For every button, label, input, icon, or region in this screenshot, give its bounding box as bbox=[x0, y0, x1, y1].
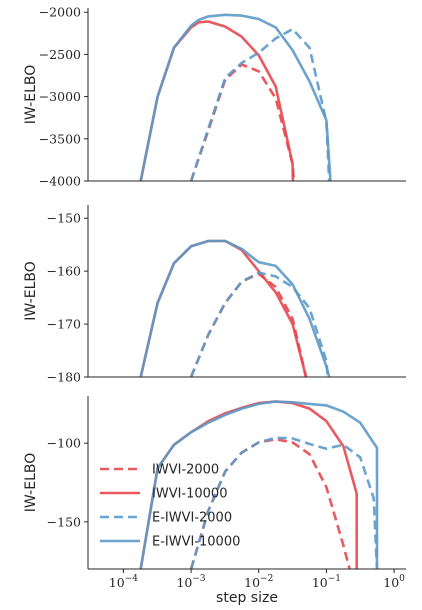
series-iwvi-2000 bbox=[189, 437, 351, 569]
series-iwvi-10000 bbox=[139, 20, 295, 181]
series-e-iwvi-10000 bbox=[139, 400, 379, 569]
series-iwvi-2000 bbox=[189, 63, 296, 181]
legend-label: IWVI-10000 bbox=[152, 487, 227, 502]
y-tick-label: −3000 bbox=[39, 89, 81, 104]
y-tick-label: −150 bbox=[47, 514, 81, 529]
plot-area bbox=[139, 400, 379, 569]
y-tick-label: −4000 bbox=[39, 174, 81, 189]
legend-label: IWVI-2000 bbox=[152, 463, 219, 478]
legend-label: E-IWVI-10000 bbox=[152, 535, 240, 550]
series-e-iwvi-10000 bbox=[139, 13, 332, 181]
panel-top: −2000 −2500 −3000 −3500 −4000 IW-ELBO bbox=[23, 5, 406, 189]
legend: IWVI-2000 IWVI-10000 E-IWVI-2000 E-IWVI-100… bbox=[100, 463, 240, 550]
x-tick-label: 10−1 bbox=[312, 574, 341, 590]
y-tick-label: −3500 bbox=[39, 131, 81, 146]
y-tick-label: −100 bbox=[47, 436, 81, 451]
x-tick-label: 10−4 bbox=[109, 574, 138, 590]
y-axis-label: IW-ELBO bbox=[23, 453, 39, 512]
y-tick-label: −2500 bbox=[39, 47, 81, 62]
y-tick-label: −2000 bbox=[39, 5, 81, 20]
y-tick-label: −150 bbox=[47, 211, 81, 226]
y-axis-label: IW-ELBO bbox=[23, 65, 39, 124]
y-tick-label: −180 bbox=[47, 370, 81, 385]
x-tick-label: 100 bbox=[383, 574, 405, 590]
series-iwvi-2000 bbox=[189, 272, 308, 377]
y-tick-label: −170 bbox=[47, 317, 81, 332]
series-e-iwvi-2000 bbox=[189, 436, 379, 569]
x-tick-label: 10−3 bbox=[176, 574, 205, 590]
y-tick-label: −160 bbox=[47, 264, 81, 279]
x-tick-label: 10−2 bbox=[244, 574, 273, 590]
plot-area bbox=[139, 13, 332, 181]
x-axis-label: step size bbox=[216, 590, 278, 606]
plot-area bbox=[139, 239, 331, 377]
series-e-iwvi-2000 bbox=[189, 271, 330, 377]
panel-bottom: −100 −150 IW-ELBO 10−4 10−3 10−2 10−1 100 step s… bbox=[23, 396, 406, 606]
y-axis-label: IW-ELBO bbox=[23, 261, 39, 320]
series-e-iwvi-10000 bbox=[139, 239, 331, 377]
panel-middle: −150 −160 −170 −180 IW-ELBO bbox=[23, 205, 406, 385]
legend-label: E-IWVI-2000 bbox=[152, 511, 232, 526]
series-e-iwvi-2000 bbox=[189, 27, 331, 181]
